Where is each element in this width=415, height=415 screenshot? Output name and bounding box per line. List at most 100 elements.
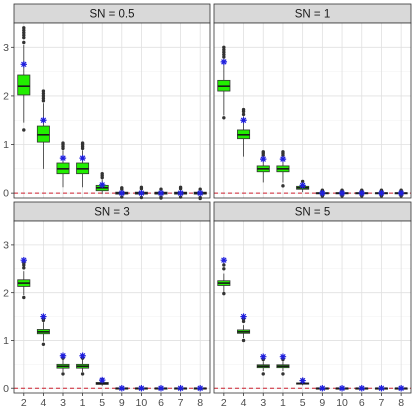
true-value-star-marker xyxy=(177,385,184,392)
true-value-star-marker xyxy=(138,385,145,392)
outlier-point xyxy=(222,48,226,52)
true-value-star-marker xyxy=(197,385,204,392)
outlier-point xyxy=(281,184,285,188)
true-value-star-marker xyxy=(260,155,267,163)
outlier-point xyxy=(61,141,65,145)
outlier-point xyxy=(222,263,226,267)
facet-strip-label: SN = 1 xyxy=(295,9,330,21)
facet-strip-label: SN = 3 xyxy=(94,207,129,219)
outlier-point xyxy=(222,45,226,50)
x-tick-label: 1 xyxy=(280,397,286,409)
true-value-star-marker xyxy=(99,181,106,189)
boxplot-2 xyxy=(217,256,231,296)
x-tick-label: 8 xyxy=(197,397,203,409)
true-value-star-marker xyxy=(220,58,228,66)
boxplot-2 xyxy=(17,256,31,300)
outlier-point xyxy=(178,185,183,190)
x-tick-label: 3 xyxy=(60,397,66,409)
boxplot-1 xyxy=(76,141,90,188)
outlier-point xyxy=(80,372,85,376)
outlier-point xyxy=(120,186,124,190)
box-iqr xyxy=(17,74,31,96)
true-value-star-marker xyxy=(20,256,27,264)
outlier-point xyxy=(139,185,144,190)
panel-border xyxy=(13,22,211,199)
true-value-star-marker xyxy=(240,313,247,320)
true-value-star-marker xyxy=(319,385,326,392)
outlier-point xyxy=(22,35,26,40)
true-value-star-marker xyxy=(157,385,165,392)
boxplot-2 xyxy=(17,26,31,132)
facet-strip-label: SN = 0.5 xyxy=(89,9,134,21)
outlier-point xyxy=(222,116,226,120)
boxplot-6 xyxy=(154,187,168,200)
x-tick-label: 10 xyxy=(136,397,148,409)
boxplot-5 xyxy=(95,171,109,195)
x-tick-label: 3 xyxy=(260,397,266,409)
true-value-star-marker xyxy=(220,256,228,264)
true-value-star-marker xyxy=(338,189,346,197)
outlier-point xyxy=(41,342,46,346)
x-tick-label: 2 xyxy=(21,397,27,409)
x-tick-label: 1 xyxy=(80,397,86,409)
boxplot-4 xyxy=(36,89,50,169)
boxplot-8 xyxy=(193,385,207,392)
outlier-point xyxy=(22,40,26,45)
outlier-point xyxy=(222,55,226,59)
boxplot-8 xyxy=(394,385,408,392)
outlier-point xyxy=(222,52,226,57)
outlier-point xyxy=(22,31,26,35)
true-value-star-marker xyxy=(20,61,27,68)
boxplot-7 xyxy=(174,185,188,199)
outlier-point xyxy=(61,372,65,376)
facet-strip-label: SN = 5 xyxy=(295,207,330,219)
boxplot-10 xyxy=(335,188,349,198)
true-value-star-marker xyxy=(157,189,165,197)
y-tick-label: 3 xyxy=(3,239,9,251)
outlier-point xyxy=(22,266,26,270)
boxplot-4 xyxy=(237,107,251,157)
outlier-point xyxy=(22,33,26,37)
true-value-star-marker xyxy=(378,385,385,392)
outlier-point xyxy=(198,196,202,201)
boxplot-1 xyxy=(276,353,290,376)
outlier-point xyxy=(281,372,285,376)
boxplot-5 xyxy=(296,377,310,386)
true-value-star-marker xyxy=(338,385,346,392)
boxplot-7 xyxy=(374,188,388,198)
boxplot-8 xyxy=(394,188,408,198)
true-value-star-marker xyxy=(99,376,106,384)
outlier-point xyxy=(261,150,265,154)
x-tick-label: 9 xyxy=(319,397,325,409)
x-tick-label: 4 xyxy=(40,397,46,409)
boxplot-6 xyxy=(355,188,369,198)
true-value-star-marker xyxy=(40,117,47,124)
y-tick-label: 1 xyxy=(3,335,9,347)
boxplot-2 xyxy=(217,45,231,120)
x-tick-label: 9 xyxy=(119,397,125,409)
y-tick-label: 1 xyxy=(3,139,9,151)
outlier-point xyxy=(159,187,163,191)
true-value-star-marker xyxy=(358,385,365,392)
boxplot-3 xyxy=(56,141,70,188)
outlier-point xyxy=(100,171,104,176)
boxplot-10 xyxy=(134,385,148,392)
outlier-point xyxy=(222,50,226,54)
boxplot-3 xyxy=(256,150,270,183)
boxplot-7 xyxy=(174,385,188,392)
boxplot-6 xyxy=(154,385,168,392)
panel-border xyxy=(13,220,211,394)
y-tick-label: 0 xyxy=(3,188,9,200)
boxplot-10 xyxy=(134,185,148,200)
true-value-star-marker xyxy=(138,189,145,197)
boxplot-3 xyxy=(56,352,70,376)
true-value-star-marker xyxy=(177,189,184,197)
x-tick-label: 8 xyxy=(398,397,404,409)
true-value-star-marker xyxy=(279,155,287,163)
facet-panel: SN = 5 2 4 3 1 5 9 10 6 7 8 xyxy=(213,201,412,409)
boxplot-5 xyxy=(296,179,310,193)
x-tick-label: 5 xyxy=(300,397,306,409)
boxplot-3 xyxy=(256,353,270,376)
x-tick-label: 7 xyxy=(379,397,385,409)
